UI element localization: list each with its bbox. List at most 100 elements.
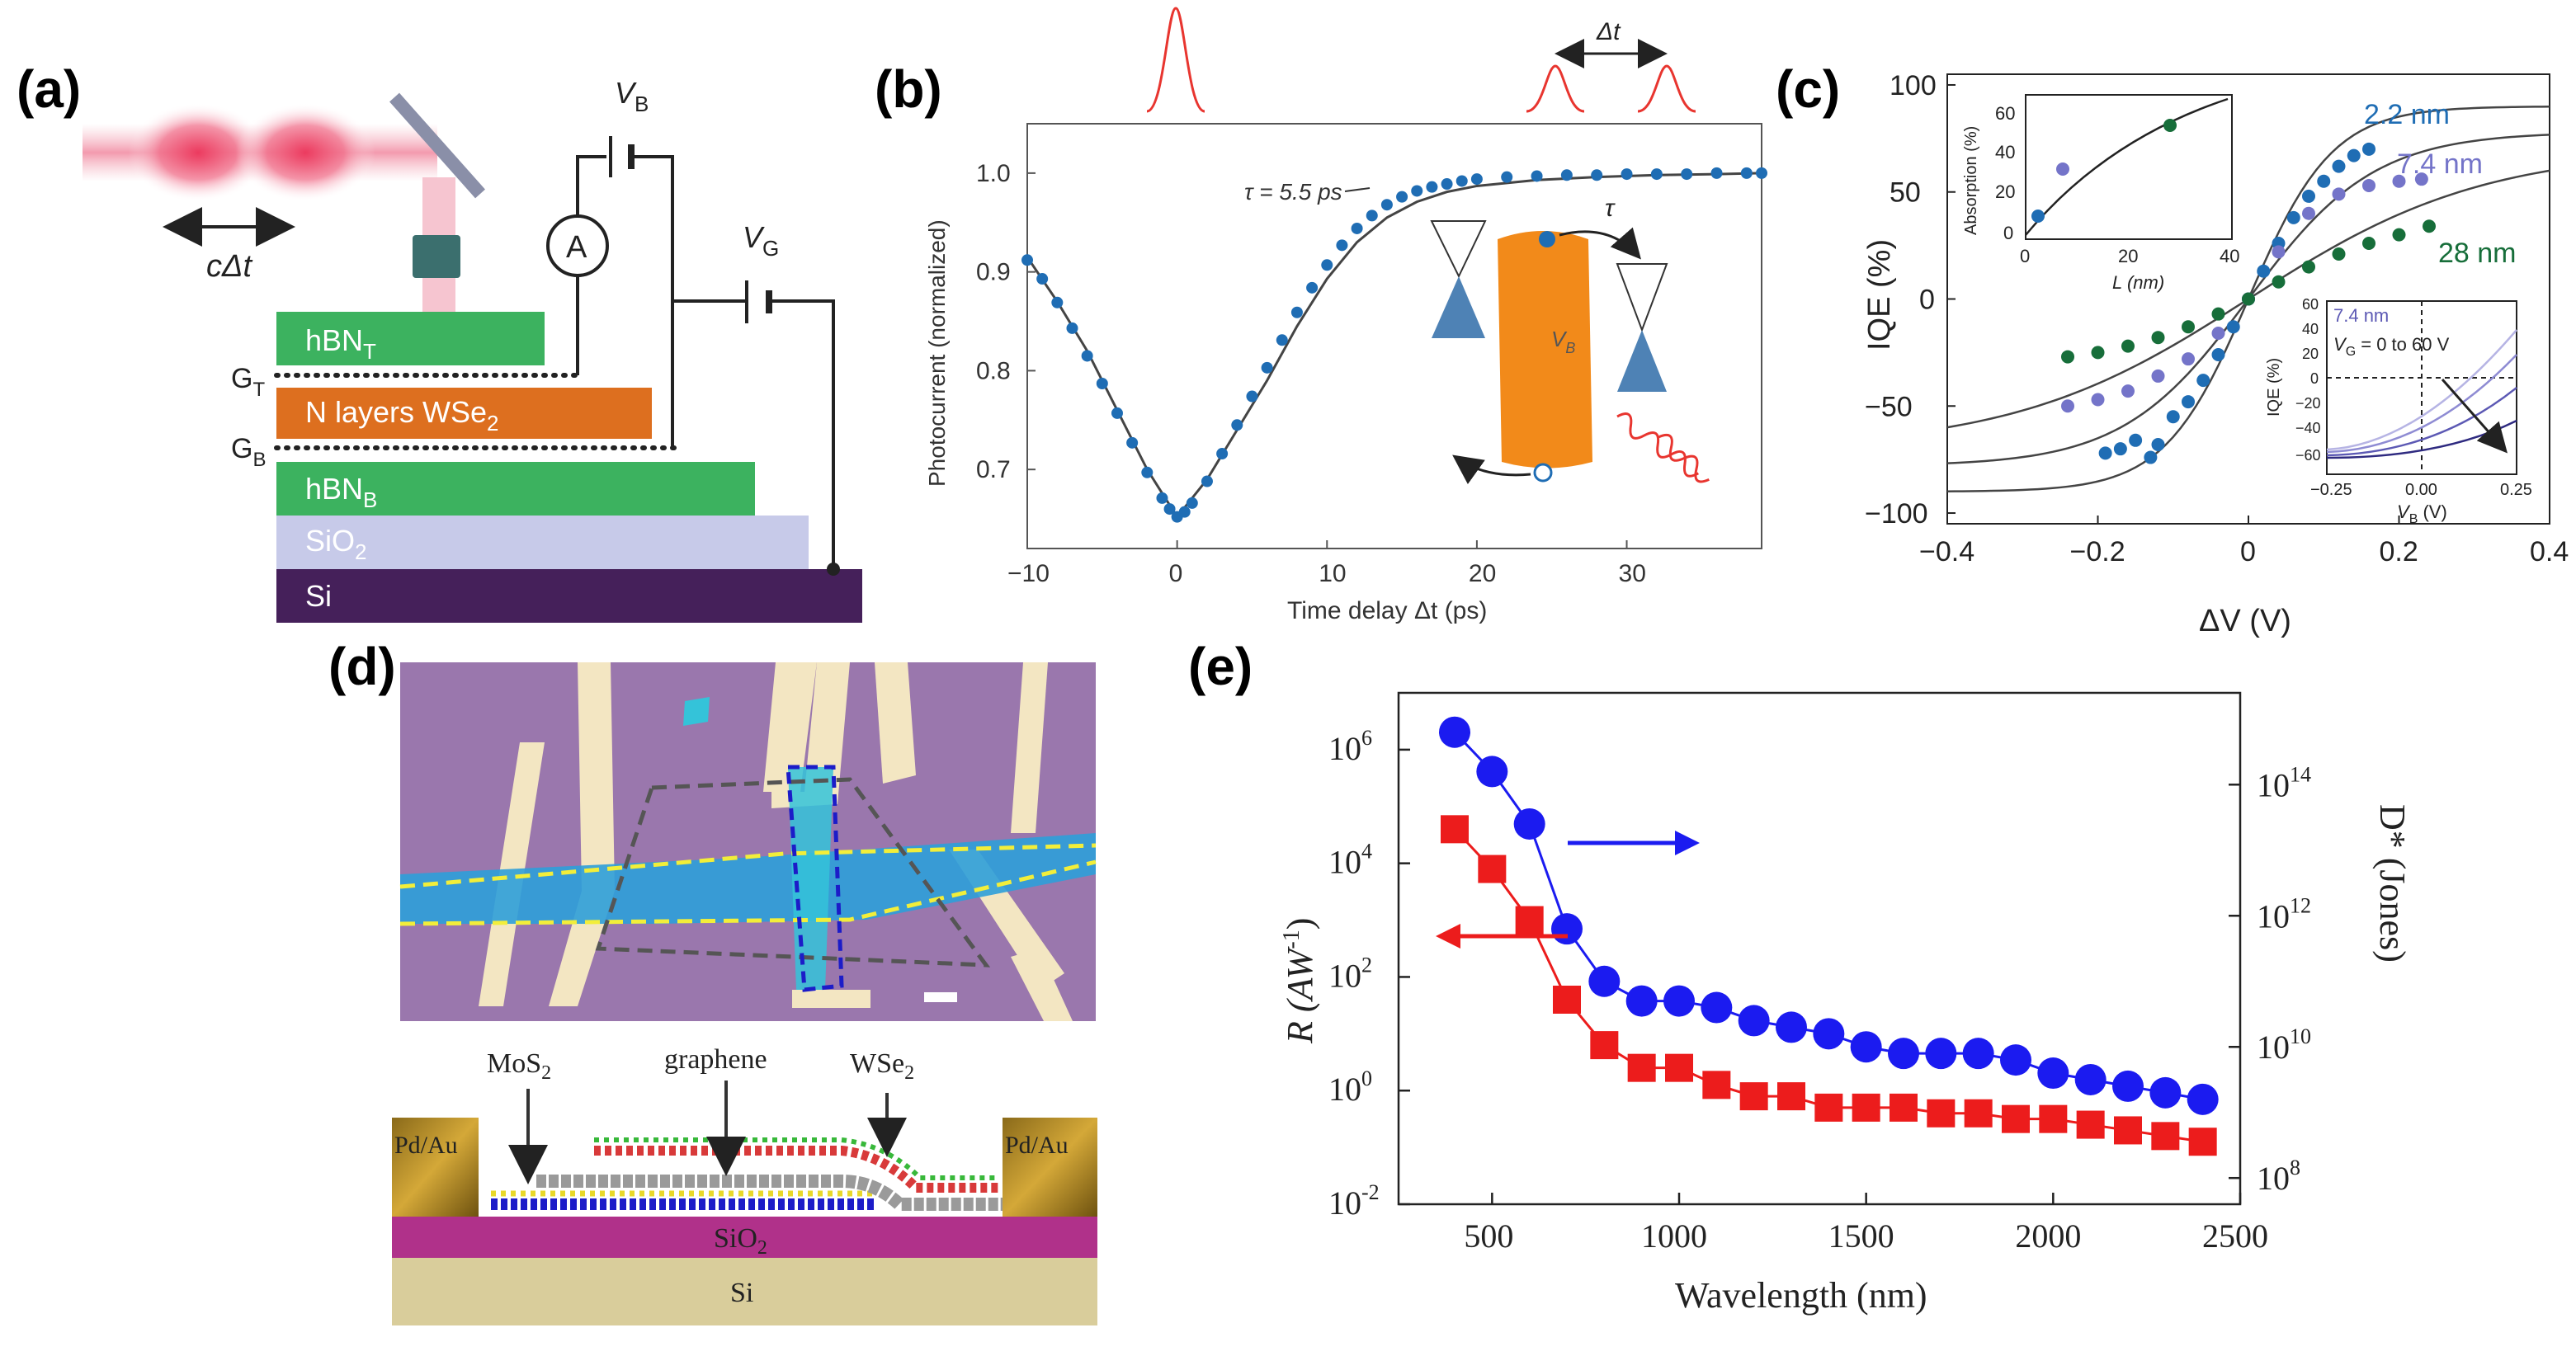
arrow-d-head	[1675, 831, 1700, 855]
plot-c-series2-point-2	[2121, 339, 2135, 353]
inset-absorption-curve	[2025, 97, 2229, 236]
outline-wse2	[595, 777, 991, 968]
plot-c-series1-point-3	[2151, 369, 2165, 383]
contact-right-label: Pd/Au	[1005, 1132, 1069, 1159]
plot-c-series1-point-12	[2414, 172, 2428, 186]
plot-c-series0-point-15	[2317, 174, 2331, 188]
plot-b-point-16	[1231, 419, 1243, 431]
tau-label: τ = 5.5 ps	[1244, 179, 1342, 205]
laser-pulse-2	[235, 103, 375, 202]
hole-transfer-arrow	[1452, 454, 1531, 485]
plot-e-r-point-12	[1890, 1093, 1918, 1122]
layer-wse2	[276, 388, 652, 439]
plot-c-series1-point-2	[2121, 384, 2135, 398]
plot-c-xlabel: ΔV (V)	[2199, 604, 2291, 638]
flake-mos2	[400, 833, 1096, 924]
plot-e-points	[1439, 716, 2219, 1156]
plot-b-point-38	[1650, 168, 1663, 181]
plot-e-xtick-label-1: 1000	[1641, 1217, 1707, 1255]
plot-c-series0-point-11	[2257, 264, 2271, 278]
plot-b-point-14	[1201, 475, 1213, 487]
right-dirac-cone-lower	[1617, 330, 1667, 392]
plot-b-point-12	[1178, 506, 1191, 518]
plot-b-point-30	[1441, 178, 1453, 191]
panel-b-label: (b)	[875, 59, 942, 119]
plot-e-r-point-5	[1627, 1053, 1656, 1082]
plot-e-r-point-1	[1478, 855, 1507, 883]
plot-e-r-point-7	[1702, 1071, 1731, 1099]
plot-c-series1-point-1	[2091, 393, 2105, 407]
plot-c-series1-point-11	[2392, 174, 2406, 188]
plot-c-series2-point-10	[2362, 237, 2375, 251]
plot-c-ticks: −0.4 −0.2 0 0.2 0.4 −100 −50 0 50 100	[1865, 70, 2569, 567]
inset-iqe-vg: 7.4 nm VG = 0 to 60 V IQE (%) VB (V) −0.…	[2265, 296, 2532, 526]
inset-iqe-xlabel: VB (V)	[2397, 501, 2447, 526]
inset-iqe-ytick-4: −20	[2295, 395, 2321, 412]
layer-wse2-label: N layers WSe2	[305, 395, 499, 436]
plot-e-yltick-label-0: 10-2	[1328, 1180, 1380, 1222]
inset-iqe-ytick-1: 40	[2302, 321, 2319, 337]
plot-b-point-35	[1560, 169, 1573, 181]
plot-b-frame	[1026, 123, 1762, 549]
plot-c-series0-point-14	[2302, 189, 2315, 203]
laser-pulse-1	[128, 103, 268, 202]
plot-c-series1-point-5	[2211, 327, 2225, 341]
plot-b-point-18	[1261, 361, 1273, 374]
plot-b-point-5	[1096, 377, 1108, 389]
plot-b-point-24	[1351, 222, 1363, 234]
inset-iqe-vg: VG = 0 to 60 V	[2333, 334, 2450, 359]
plot-b-point-26	[1380, 199, 1393, 211]
ammeter-label: A	[566, 230, 587, 265]
wse2-chalcogen	[594, 1137, 998, 1180]
inset-iqe-title: 7.4 nm	[2333, 305, 2389, 326]
plot-e-r-point-15	[2002, 1104, 2030, 1133]
plot-e-r-point-14	[1964, 1099, 1993, 1128]
plot-b-ytick-label-2: 0.9	[976, 259, 1011, 286]
plot-c-xtick-label-0: −0.4	[1919, 536, 1974, 567]
plot-c-series2-point-0	[2061, 350, 2074, 364]
mirror	[389, 92, 485, 199]
plot-e-yltick-label-2: 102	[1328, 953, 1372, 994]
plot-c-ytick-label-4: 100	[1890, 70, 1937, 101]
electrode-6	[1011, 662, 1048, 833]
plot-e-r-point-10	[1814, 1093, 1843, 1122]
plot-c-series1-point-7	[2272, 245, 2286, 259]
plot-b-point-33	[1501, 171, 1513, 183]
plot-e-d-point-12	[1888, 1038, 1919, 1070]
plot-b-point-40	[1710, 167, 1723, 179]
plot-e-d-point-10	[1813, 1018, 1845, 1050]
plot-e-yrtick-label-1: 1010	[2257, 1024, 2311, 1066]
plot-c-series2-point-12	[2423, 219, 2436, 233]
contact-left-label: Pd/Au	[394, 1132, 458, 1159]
plot-c-series0-point-1	[2113, 442, 2127, 456]
plot-e-d-point-3	[1551, 913, 1583, 945]
wse2-label: WSe2	[850, 1048, 914, 1084]
panel-e: (e) 500 1000 1500 2000 2500 10-2 100 102 104 106 1…	[1188, 637, 2413, 1316]
plot-e-xlabel: Wavelength (nm)	[1675, 1275, 1927, 1316]
scale-bar	[924, 992, 957, 1002]
plot-b-point-15	[1216, 448, 1229, 460]
inset-abs-point-1	[2031, 210, 2045, 223]
gate-top-label: GT	[231, 363, 265, 401]
plot-b-point-20	[1290, 306, 1303, 318]
plot-c-series2-point-4	[2182, 320, 2195, 334]
flake-graphene	[788, 767, 833, 990]
plot-b-xtick-label-2: 10	[1319, 560, 1346, 587]
plot-b-point-3	[1066, 322, 1078, 334]
plot-b-xlabel: Time delay Δt (ps)	[1287, 597, 1487, 624]
hole	[1533, 463, 1553, 483]
plot-c-ytick-label-2: 0	[1919, 285, 1935, 316]
inset-abs-ytick-3: 60	[1995, 103, 2015, 124]
plot-c-series2-point-1	[2091, 346, 2105, 360]
plot-b-point-17	[1246, 390, 1258, 403]
plot-b-point-21	[1306, 281, 1319, 294]
mos2-label: MoS2	[487, 1048, 551, 1084]
plot-c-series0-point-7	[2196, 374, 2210, 388]
electrode-5	[875, 662, 916, 784]
plot-e-yltick-label-3: 104	[1328, 840, 1372, 881]
plot-e-d-point-9	[1776, 1011, 1807, 1043]
plot-b-point-39	[1681, 168, 1693, 181]
plot-e-r-point-6	[1665, 1053, 1693, 1082]
inset-abs-xtick-1: 20	[2118, 246, 2138, 266]
plot-e-r-point-18	[2114, 1116, 2142, 1145]
